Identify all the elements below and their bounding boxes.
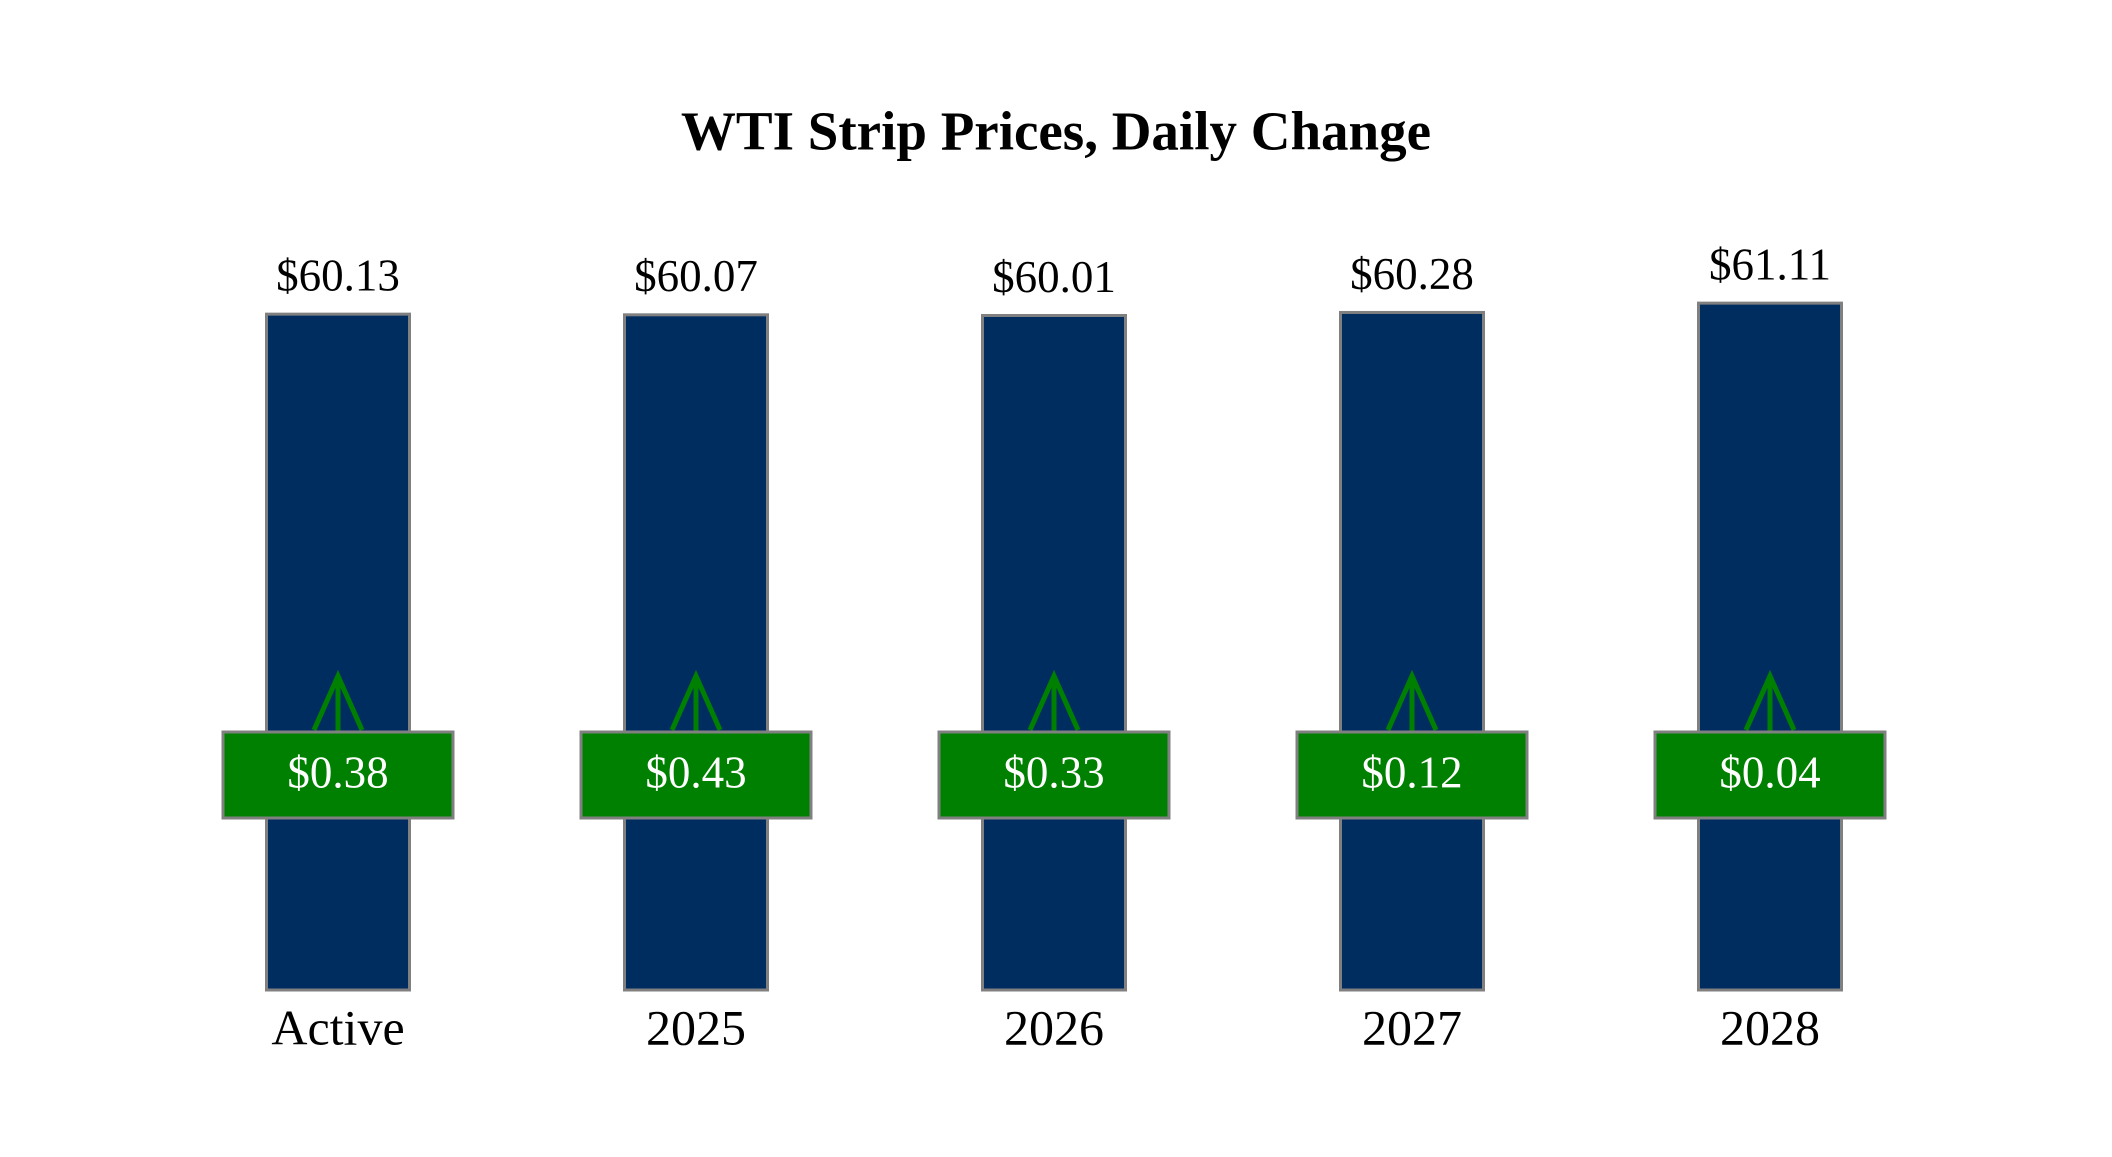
chart-title: WTI Strip Prices, Daily Change [681,101,1431,162]
value-label: $60.28 [1350,249,1474,299]
change-box [1295,730,1529,820]
change-label: $0.38 [287,747,388,797]
value-label: $60.01 [992,252,1116,302]
value-label: $60.07 [634,251,758,301]
bar [981,313,1127,992]
change-arrow-head [1743,669,1797,732]
value-label: $61.11 [1709,239,1831,289]
change-label: $0.33 [1003,747,1104,797]
bar [1339,310,1485,992]
x-tick-label: 2028 [1720,999,1820,1055]
x-tick-label: 2027 [1362,999,1462,1055]
change-label: $0.43 [645,747,746,797]
change-arrow-head [311,669,365,732]
change-label: $0.04 [1719,747,1820,797]
change-box [579,730,813,820]
change-arrow-head [669,669,723,732]
x-tick-label: 2026 [1004,999,1104,1055]
change-arrow-head [1027,669,1081,732]
change-box [221,730,455,820]
change-box [937,730,1171,820]
value-label: $60.13 [276,250,400,300]
bar [265,312,411,992]
bar [623,313,769,992]
change-box [1653,730,1887,820]
bar [1697,301,1843,992]
x-tick-label: Active [271,999,404,1055]
change-arrow-head [1385,669,1439,732]
x-tick-label: 2025 [646,999,746,1055]
change-label: $0.12 [1361,747,1462,797]
